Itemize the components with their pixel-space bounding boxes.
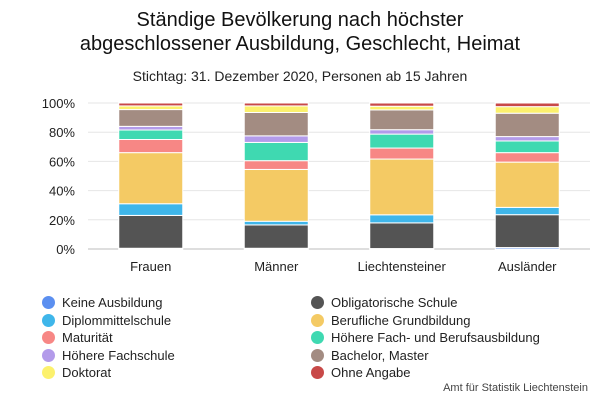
legend-swatch [311, 313, 324, 327]
bar-segment [494, 152, 560, 163]
chart-title-line-2: abgeschlossener Ausbildung, Geschlecht, … [79, 33, 521, 55]
y-tick-label: 100% [42, 96, 76, 111]
legend-label: Obligatorische Schule [331, 295, 458, 311]
bar-segment [243, 141, 309, 162]
legend-item[interactable]: Höhere Fachschule [42, 347, 175, 365]
legend-item[interactable]: Obligatorische Schule [311, 294, 540, 312]
legend-item[interactable]: Diplommittelschule [42, 312, 175, 330]
legend-label: Maturität [62, 330, 113, 346]
bar-segment [494, 136, 560, 142]
bar-segment [118, 129, 184, 140]
legend-swatch [42, 313, 55, 327]
bar-segment [369, 129, 435, 135]
legend-swatch [311, 366, 324, 380]
bar-segment [118, 152, 184, 205]
bar-segment [369, 147, 435, 160]
legend-swatch [42, 296, 55, 310]
y-tick-label: 80% [49, 125, 75, 140]
legend-label: Bachelor, Master [331, 347, 429, 363]
legend-label: Berufliche Grundbildung [331, 312, 471, 328]
bar-segment [369, 109, 435, 131]
legend-column-right: Obligatorische Schule Berufliche Grundbil… [311, 294, 540, 382]
bar-segment [494, 214, 560, 249]
x-tick-label: Ausländer [498, 259, 557, 274]
x-tick-label: Männer [254, 259, 299, 274]
legend-swatch [311, 348, 324, 362]
bar-segment [494, 102, 560, 108]
x-tick-label: Frauen [130, 259, 171, 274]
bar-segment [118, 102, 184, 107]
bar-segment [118, 125, 184, 131]
y-tick-label: 60% [49, 154, 75, 169]
bar-segment [494, 112, 560, 138]
legend-swatch [42, 348, 55, 362]
source-credit: Amt für Statistik Liechtenstein [443, 382, 588, 394]
chart-title: Ständige Bevölkerung nach höchster abges… [0, 8, 600, 56]
legend-swatch [311, 296, 324, 310]
legend-swatch [42, 366, 55, 380]
legend-label: Höhere Fach- und Berufsausbildung [331, 330, 540, 346]
bar-segment [243, 102, 309, 107]
bar-segment [243, 111, 309, 137]
bar-segment [369, 222, 435, 250]
legend-item[interactable]: Keine Ausbildung [42, 294, 175, 312]
chart-title-line-1: Ständige Bevölkerung nach höchster [136, 9, 464, 31]
legend-label: Ohne Angabe [331, 365, 411, 381]
y-tick-label: 40% [49, 184, 75, 199]
chart-subtitle: Stichtag: 31. Dezember 2020, Personen ab… [132, 68, 468, 84]
legend-item[interactable]: Berufliche Grundbildung [311, 312, 540, 330]
bar-segment [369, 158, 435, 216]
bar-segment [243, 220, 309, 226]
bar-segment [369, 133, 435, 149]
bar-segment [494, 206, 560, 216]
stacked-bar-chart: 0% 20% 40% 60% 80% 100% Frauen Männer Liechtenst… [42, 96, 590, 274]
y-tick-label: 0% [56, 242, 75, 257]
x-tick-label: Liechtensteiner [358, 259, 447, 274]
legend-label: Keine Ausbildung [62, 295, 163, 311]
legend-label: Diplommittelschule [62, 312, 172, 328]
legend-swatch [311, 331, 324, 345]
bar-segment [494, 161, 560, 208]
bar-segment [118, 203, 184, 216]
bar-segment [494, 106, 560, 114]
bar-segment [118, 109, 184, 127]
legend-label: Höhere Fachschule [62, 347, 175, 363]
bar-segment [118, 139, 184, 154]
legend-item[interactable]: Bachelor, Master [311, 347, 540, 365]
bar-segment [243, 135, 309, 143]
bar-segment [118, 105, 184, 111]
legend-item[interactable]: Maturität [42, 329, 175, 347]
bar-segment [369, 102, 435, 107]
legend-label: Doktorat [62, 365, 112, 381]
legend-item[interactable]: Ohne Angabe [311, 364, 540, 382]
legend-column-left: Keine Ausbildung Diplommittelschule Maturi… [42, 294, 175, 382]
bar-segment [243, 224, 309, 249]
bar-segment [243, 105, 309, 113]
legend-swatch [42, 331, 55, 345]
bar-segment [243, 160, 309, 170]
bar-segment [369, 105, 435, 111]
legend-item[interactable]: Höhere Fach- und Berufsausbildung [311, 329, 540, 347]
legend-item[interactable]: Doktorat [42, 364, 175, 382]
bar-segment [118, 214, 184, 249]
bar-segment [369, 214, 435, 224]
bar-segment [243, 168, 309, 222]
bar-segment [494, 140, 560, 154]
y-tick-label: 20% [49, 213, 75, 228]
